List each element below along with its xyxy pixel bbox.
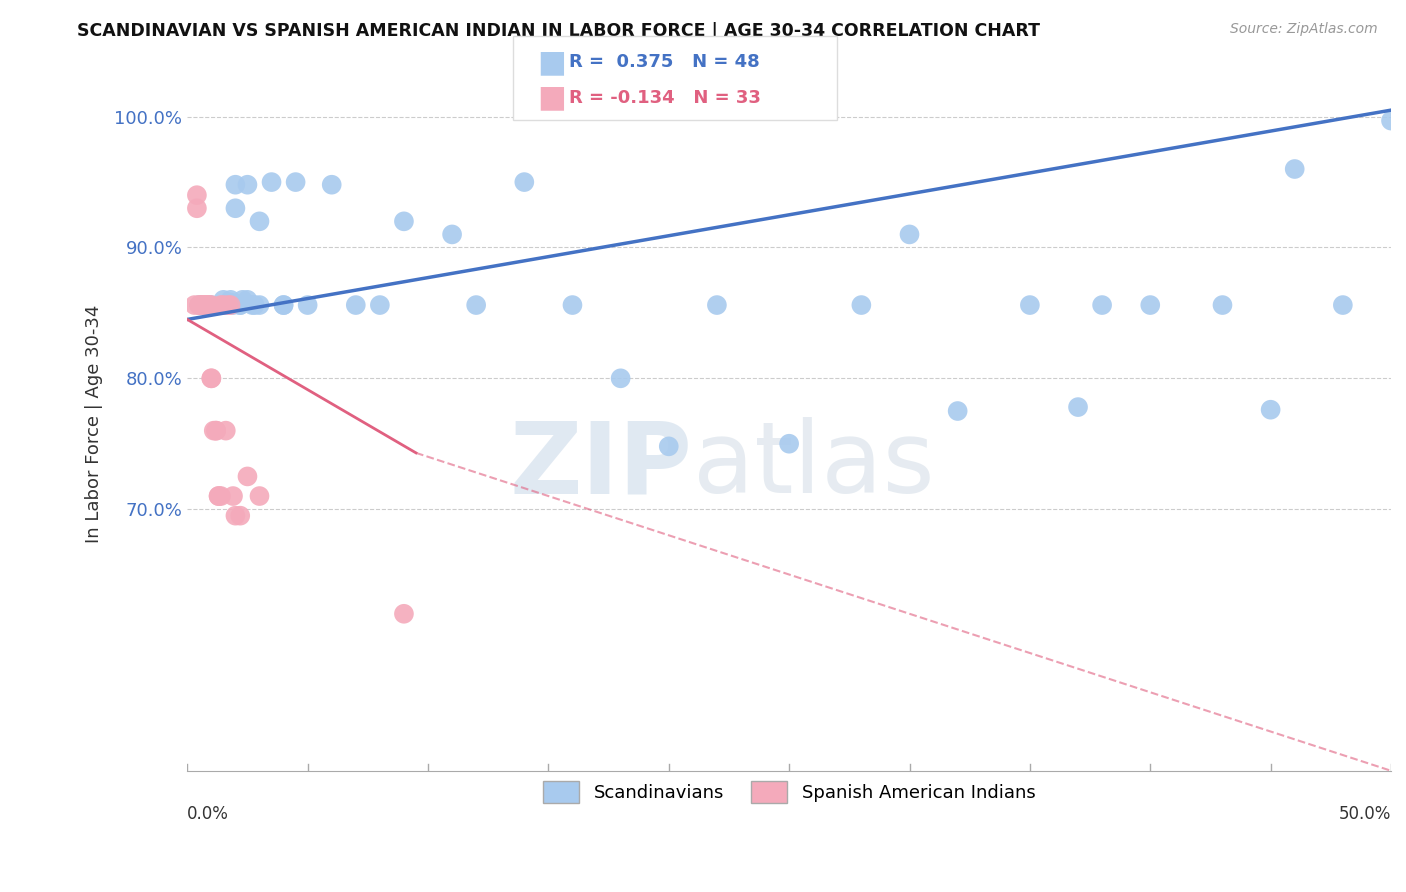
Point <box>229 508 252 523</box>
Text: atlas: atlas <box>693 417 935 514</box>
Point <box>1379 113 1402 128</box>
Text: R = -0.134   N = 33: R = -0.134 N = 33 <box>569 89 761 107</box>
Point <box>229 298 252 312</box>
Point <box>229 298 252 312</box>
Point <box>209 489 232 503</box>
Point <box>344 298 367 312</box>
Point <box>284 175 307 189</box>
Text: SCANDINAVIAN VS SPANISH AMERICAN INDIAN IN LABOR FORCE | AGE 30-34 CORRELATION C: SCANDINAVIAN VS SPANISH AMERICAN INDIAN … <box>77 22 1040 40</box>
Text: 50.0%: 50.0% <box>1339 805 1391 823</box>
Point <box>219 298 242 312</box>
Point <box>232 293 254 307</box>
Point <box>1091 298 1114 312</box>
Point <box>212 298 235 312</box>
Point <box>260 175 283 189</box>
Point <box>273 298 295 312</box>
Point <box>202 424 225 438</box>
Point <box>212 298 235 312</box>
Point <box>186 201 208 215</box>
Text: 0.0%: 0.0% <box>187 805 229 823</box>
Legend: Scandinavians, Spanish American Indians: Scandinavians, Spanish American Indians <box>536 773 1042 810</box>
Text: ZIP: ZIP <box>510 417 693 514</box>
Point <box>778 436 800 450</box>
Point <box>219 293 242 307</box>
Point <box>1284 161 1306 176</box>
Point <box>195 298 218 312</box>
Point <box>209 298 232 312</box>
Point <box>321 178 343 192</box>
Point <box>183 298 205 312</box>
Point <box>200 298 222 312</box>
Point <box>513 175 536 189</box>
Point <box>198 298 221 312</box>
Point <box>193 298 215 312</box>
Point <box>273 298 295 312</box>
Point <box>205 424 228 438</box>
Point <box>224 178 246 192</box>
Point <box>217 298 239 312</box>
Text: Source: ZipAtlas.com: Source: ZipAtlas.com <box>1230 22 1378 37</box>
Point <box>236 178 259 192</box>
Point <box>243 298 266 312</box>
Point <box>249 489 271 503</box>
Point <box>195 298 218 312</box>
Point <box>368 298 391 312</box>
Point <box>207 489 229 503</box>
Point <box>236 469 259 483</box>
Point <box>1139 298 1161 312</box>
Point <box>898 227 921 242</box>
Point <box>392 214 415 228</box>
Text: ■: ■ <box>537 48 567 77</box>
Point <box>217 298 239 312</box>
Point <box>561 298 583 312</box>
Point <box>1260 402 1282 417</box>
Point <box>224 201 246 215</box>
Point <box>851 298 873 312</box>
Point <box>1018 298 1040 312</box>
Point <box>193 298 215 312</box>
Text: R =  0.375   N = 48: R = 0.375 N = 48 <box>569 54 761 71</box>
Point <box>222 489 245 503</box>
Point <box>190 298 212 312</box>
Point <box>188 298 211 312</box>
Point <box>188 298 211 312</box>
Point <box>193 298 215 312</box>
Point <box>392 607 415 621</box>
Point <box>240 298 263 312</box>
Point <box>188 298 211 312</box>
Point <box>186 188 208 202</box>
Text: ■: ■ <box>537 84 567 112</box>
Point <box>200 298 222 312</box>
Point <box>200 371 222 385</box>
Point <box>946 404 969 418</box>
Point <box>249 298 271 312</box>
Point <box>205 424 228 438</box>
Point <box>706 298 728 312</box>
Y-axis label: In Labor Force | Age 30-34: In Labor Force | Age 30-34 <box>86 305 103 543</box>
Point <box>224 508 246 523</box>
Point <box>219 295 242 310</box>
Point <box>441 227 464 242</box>
Point <box>236 293 259 307</box>
Point <box>1331 298 1354 312</box>
Point <box>215 424 238 438</box>
Point <box>465 298 488 312</box>
Point <box>297 298 319 312</box>
Point <box>222 298 245 312</box>
Point <box>212 293 235 307</box>
Point <box>658 439 681 453</box>
Point <box>198 298 221 312</box>
Point <box>1211 298 1233 312</box>
Point <box>200 371 222 385</box>
Point <box>609 371 631 385</box>
Point <box>207 489 229 503</box>
Point <box>249 214 271 228</box>
Point <box>1067 400 1090 414</box>
